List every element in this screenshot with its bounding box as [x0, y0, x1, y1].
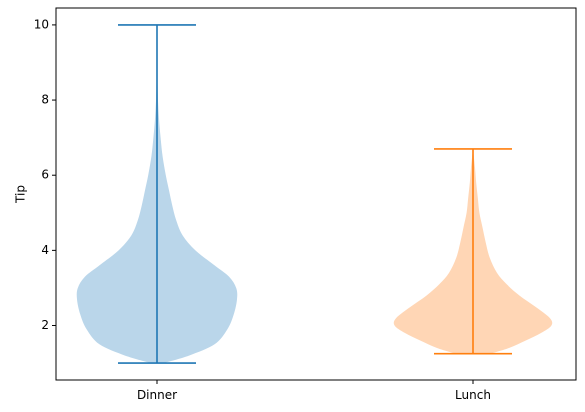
- plot-frame: [55, 7, 577, 381]
- violin-dinner: [76, 24, 238, 364]
- x-tick-label-dinner: Dinner: [137, 388, 177, 402]
- y-tick-label: 8: [41, 93, 49, 107]
- x-tick-label-lunch: Lunch: [455, 388, 491, 402]
- x-axis: Dinner Lunch: [137, 380, 491, 402]
- violin-lunch: [393, 148, 553, 355]
- y-tick-label: 2: [41, 318, 49, 332]
- y-tick-label: 6: [41, 168, 49, 182]
- y-tick-label: 10: [34, 17, 49, 31]
- y-tick-label: 4: [41, 243, 49, 257]
- y-axis-label: Tip: [14, 185, 28, 204]
- y-axis: 2 4 6 8 10: [34, 17, 56, 332]
- violin-layer: [76, 24, 553, 364]
